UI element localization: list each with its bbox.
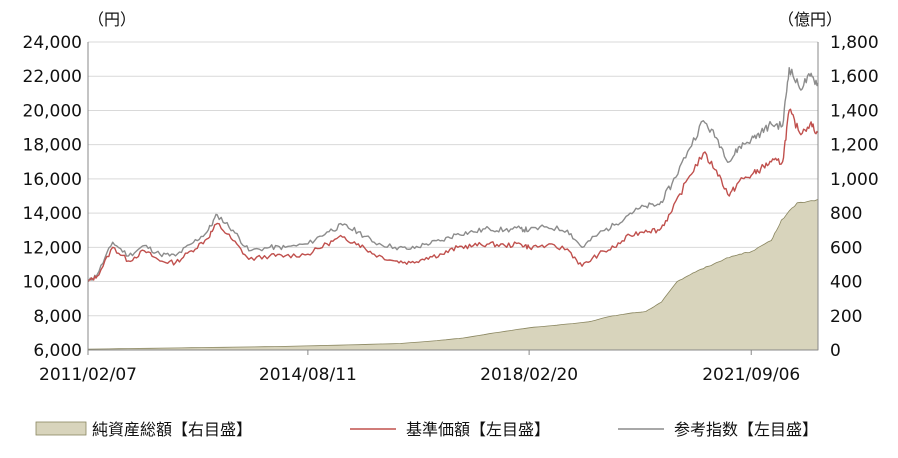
net-assets-area <box>87 198 819 351</box>
legend-label: 参考指数【左目盛】 <box>674 420 818 439</box>
left-tick-label: 24,000 <box>23 33 82 53</box>
x-tick-label: 2021/09/06 <box>702 365 800 385</box>
left-tick-label: 8,000 <box>33 307 82 327</box>
right-tick-label: 1,600 <box>830 67 879 87</box>
legend-net-assets: 純資産総額【右目盛】 <box>35 420 252 439</box>
legend: 純資産総額【右目盛】 基準価額【左目盛】 参考指数【左目盛】 <box>35 420 818 439</box>
left-tick-label: 6,000 <box>33 341 82 361</box>
left-axis-tick-labels: 6,000 8,000 10,000 12,000 14,000 16,000 18,000… <box>23 33 82 361</box>
price-lines-layer <box>87 67 819 283</box>
right-tick-label: 800 <box>830 204 862 224</box>
legend-label: 純資産総額【右目盛】 <box>92 420 252 439</box>
axes <box>87 42 819 351</box>
right-tick-label: 400 <box>830 273 862 293</box>
x-tick-label: 2014/08/11 <box>259 365 357 385</box>
right-tick-label: 0 <box>830 341 841 361</box>
right-tick-label: 1,800 <box>830 33 879 53</box>
left-tick-label: 20,000 <box>23 101 82 121</box>
left-tick-label: 16,000 <box>23 170 82 190</box>
right-tick-label: 200 <box>830 307 862 327</box>
left-tick-label: 18,000 <box>23 136 82 156</box>
right-tick-label: 1,000 <box>830 170 879 190</box>
right-axis-unit-label: （億円） <box>778 10 842 29</box>
right-tick-label: 1,200 <box>830 136 879 156</box>
nav-price-line <box>87 108 819 282</box>
legend-swatch <box>35 421 87 436</box>
x-tick-label: 2018/02/20 <box>480 365 578 385</box>
right-axis-tick-labels: 0 200 400 600 800 1,000 1,200 1,400 1,600 1,800 <box>830 33 879 361</box>
reference-index-line <box>87 67 819 283</box>
net-assets-area-layer <box>87 198 819 351</box>
left-tick-label: 12,000 <box>23 238 82 258</box>
right-tick-label: 600 <box>830 238 862 258</box>
right-tick-label: 1,400 <box>830 101 879 121</box>
left-axis-unit-label: （円） <box>88 10 136 29</box>
legend-reference-index: 参考指数【左目盛】 <box>618 420 818 439</box>
left-tick-label: 10,000 <box>23 273 82 293</box>
gridlines <box>88 41 818 317</box>
legend-nav-price: 基準価額【左目盛】 <box>350 420 550 439</box>
legend-label: 基準価額【左目盛】 <box>406 420 550 439</box>
left-tick-label: 22,000 <box>23 67 82 87</box>
left-tick-label: 14,000 <box>23 204 82 224</box>
x-axis-tick-labels: 2011/02/07 2014/08/11 2018/02/20 2021/09/06 <box>39 350 800 385</box>
x-tick-label: 2011/02/07 <box>39 365 137 385</box>
